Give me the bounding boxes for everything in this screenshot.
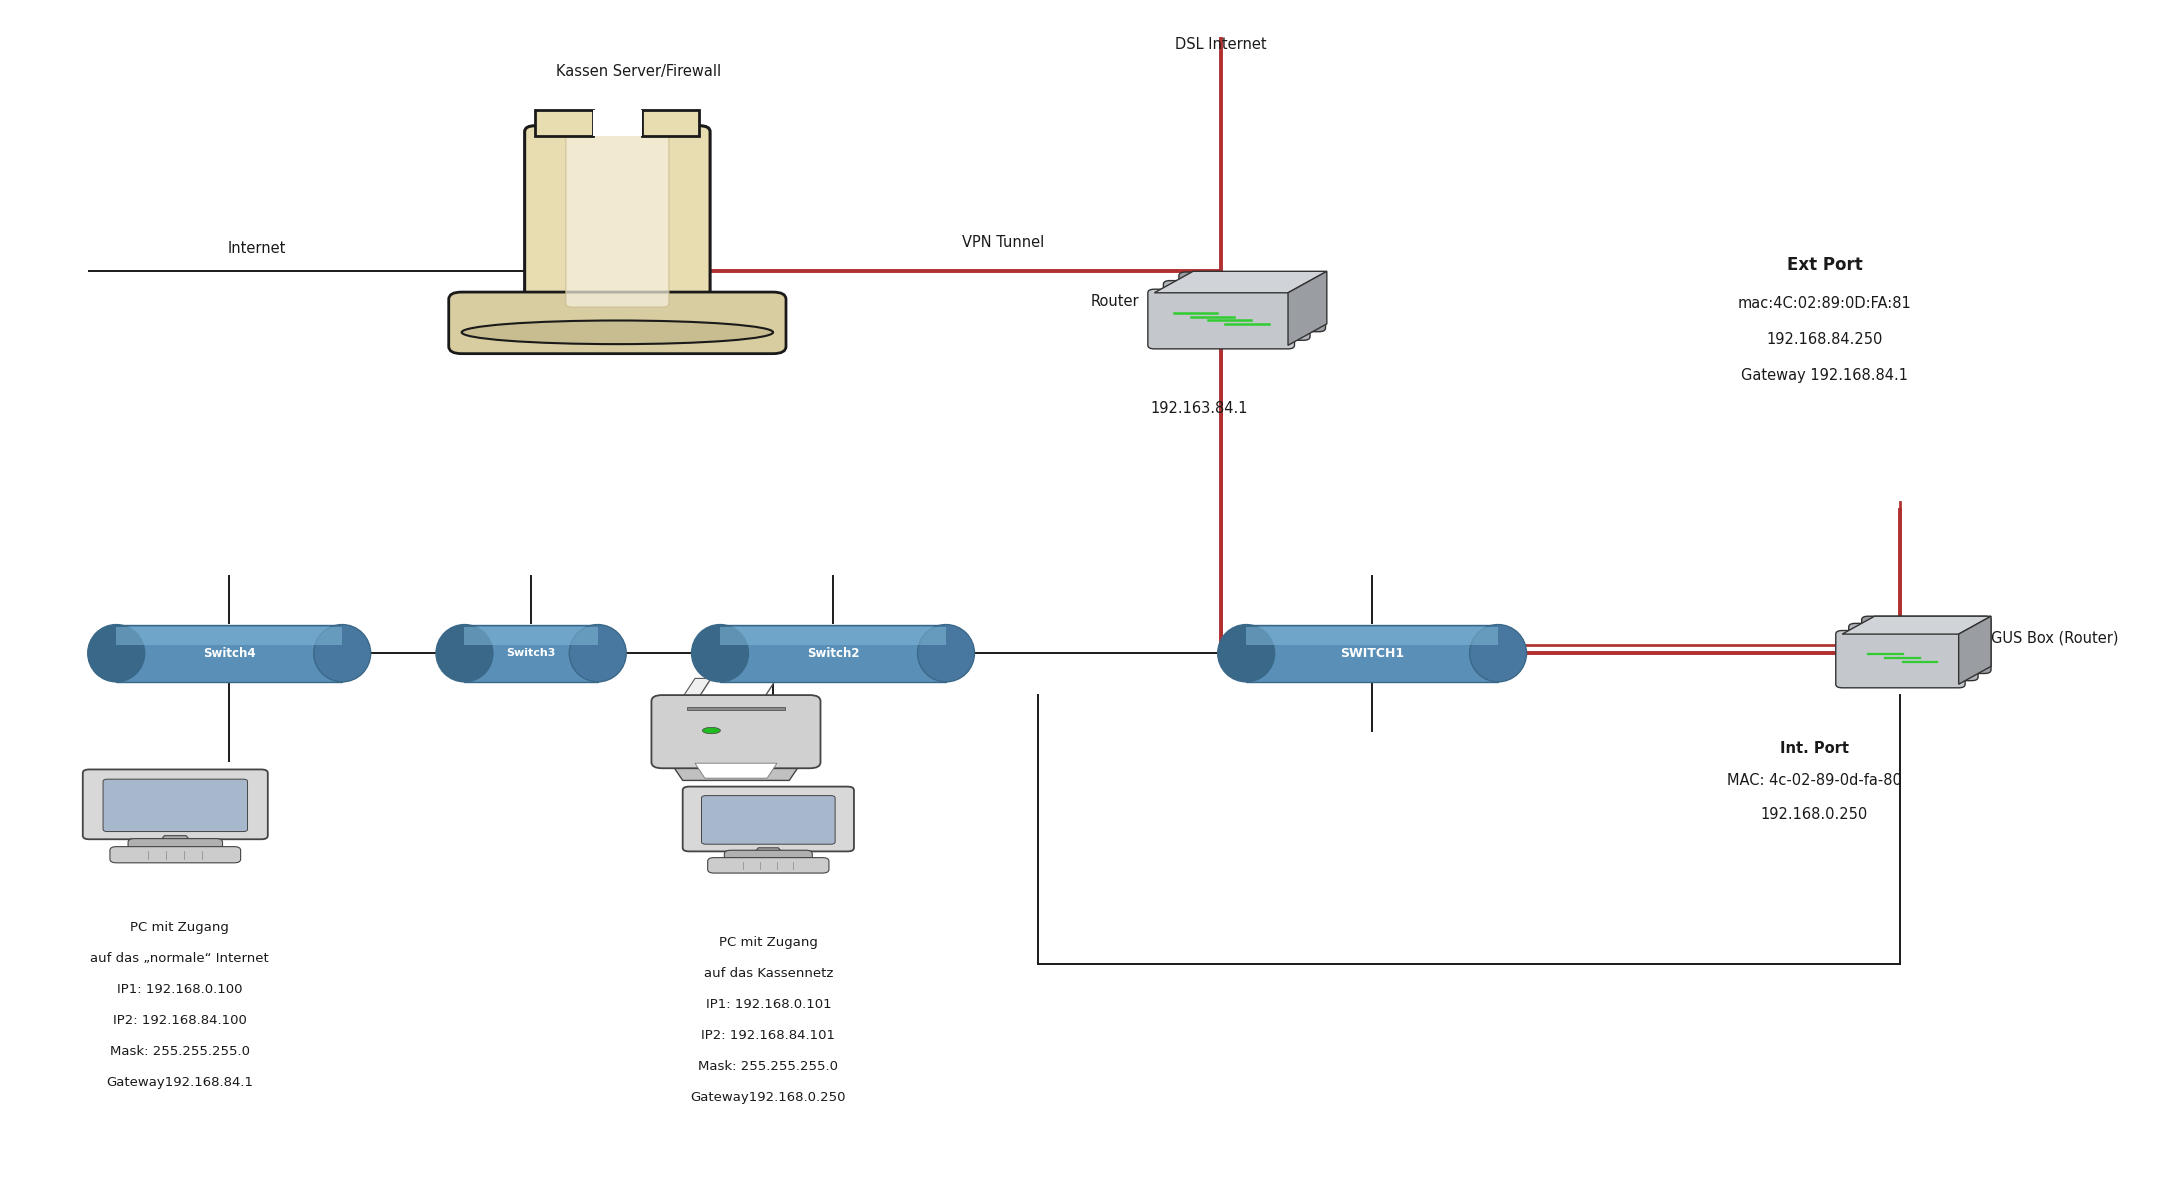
Polygon shape [1959, 616, 1991, 685]
Text: PC mit Zugang: PC mit Zugang [720, 935, 817, 948]
FancyBboxPatch shape [1245, 627, 1498, 645]
Ellipse shape [917, 625, 975, 682]
Text: Switch4: Switch4 [203, 646, 255, 659]
FancyBboxPatch shape [688, 706, 785, 710]
Text: Router: Router [1090, 294, 1139, 308]
Polygon shape [1155, 271, 1327, 293]
FancyBboxPatch shape [1163, 281, 1310, 341]
Text: Kassen Server/Firewall: Kassen Server/Firewall [556, 65, 722, 79]
FancyBboxPatch shape [566, 132, 668, 307]
Text: 192.163.84.1: 192.163.84.1 [1150, 400, 1247, 416]
FancyBboxPatch shape [700, 796, 835, 844]
Polygon shape [160, 836, 192, 842]
Polygon shape [1289, 271, 1327, 345]
FancyBboxPatch shape [82, 770, 268, 839]
Ellipse shape [703, 728, 720, 734]
Ellipse shape [313, 625, 370, 682]
FancyBboxPatch shape [720, 625, 947, 682]
Polygon shape [679, 679, 757, 704]
FancyBboxPatch shape [651, 695, 822, 769]
FancyBboxPatch shape [592, 110, 642, 135]
Polygon shape [670, 763, 802, 781]
Ellipse shape [437, 625, 493, 682]
FancyBboxPatch shape [128, 838, 223, 851]
Text: DSL Internet: DSL Internet [1176, 37, 1267, 52]
FancyBboxPatch shape [1836, 631, 1965, 688]
FancyBboxPatch shape [104, 779, 246, 832]
FancyBboxPatch shape [525, 126, 709, 320]
Ellipse shape [1217, 625, 1276, 682]
Text: Switch2: Switch2 [806, 646, 858, 659]
Text: auf das „normale“ Internet: auf das „normale“ Internet [91, 952, 268, 965]
Text: Gateway 192.168.84.1: Gateway 192.168.84.1 [1740, 368, 1909, 382]
FancyBboxPatch shape [536, 110, 592, 135]
Text: Internet: Internet [227, 241, 285, 255]
Ellipse shape [1470, 625, 1526, 682]
FancyBboxPatch shape [465, 627, 597, 645]
Text: IP1: 192.168.0.100: IP1: 192.168.0.100 [117, 983, 242, 996]
Text: 192.168.0.250: 192.168.0.250 [1760, 807, 1868, 821]
Text: IP2: 192.168.84.100: IP2: 192.168.84.100 [112, 1014, 246, 1028]
Text: auf das Kassennetz: auf das Kassennetz [703, 966, 832, 980]
FancyBboxPatch shape [720, 627, 947, 645]
FancyBboxPatch shape [450, 293, 787, 354]
Text: GUS Box (Router): GUS Box (Router) [1991, 631, 2119, 645]
FancyBboxPatch shape [1849, 623, 1978, 681]
Polygon shape [752, 848, 783, 854]
FancyBboxPatch shape [110, 846, 240, 863]
FancyBboxPatch shape [1861, 616, 1991, 674]
FancyBboxPatch shape [642, 110, 698, 135]
Polygon shape [694, 671, 780, 704]
Text: Switch3: Switch3 [506, 649, 556, 658]
FancyBboxPatch shape [1178, 272, 1325, 332]
FancyBboxPatch shape [707, 857, 828, 873]
Text: IP2: 192.168.84.101: IP2: 192.168.84.101 [700, 1029, 835, 1042]
FancyBboxPatch shape [465, 625, 597, 682]
FancyBboxPatch shape [1148, 289, 1295, 349]
FancyBboxPatch shape [117, 627, 342, 645]
Text: Ext Port: Ext Port [1788, 257, 1864, 275]
Text: MAC: 4c-02-89-0d-fa-80: MAC: 4c-02-89-0d-fa-80 [1727, 773, 1903, 789]
FancyBboxPatch shape [117, 625, 342, 682]
Text: 192.168.84.250: 192.168.84.250 [1766, 332, 1883, 347]
Ellipse shape [89, 625, 145, 682]
FancyBboxPatch shape [1245, 625, 1498, 682]
Text: Mask: 255.255.255.0: Mask: 255.255.255.0 [110, 1046, 249, 1059]
Ellipse shape [463, 320, 774, 344]
Text: Mask: 255.255.255.0: Mask: 255.255.255.0 [698, 1060, 839, 1073]
Ellipse shape [692, 625, 748, 682]
Text: PC mit Zugang: PC mit Zugang [130, 921, 229, 934]
Text: VPN Tunnel: VPN Tunnel [962, 235, 1044, 249]
FancyBboxPatch shape [724, 850, 813, 863]
Text: Gateway192.168.0.250: Gateway192.168.0.250 [690, 1091, 845, 1103]
Ellipse shape [569, 625, 627, 682]
Text: mac:4C:02:89:0D:FA:81: mac:4C:02:89:0D:FA:81 [1738, 296, 1911, 311]
Text: Gateway192.168.84.1: Gateway192.168.84.1 [106, 1077, 253, 1090]
Text: SWITCH1: SWITCH1 [1340, 646, 1403, 659]
FancyBboxPatch shape [683, 787, 854, 851]
Text: Int. Port: Int. Port [1779, 741, 1849, 757]
Text: IP1: 192.168.0.101: IP1: 192.168.0.101 [705, 998, 830, 1011]
Polygon shape [1842, 616, 1991, 634]
Polygon shape [694, 764, 776, 778]
